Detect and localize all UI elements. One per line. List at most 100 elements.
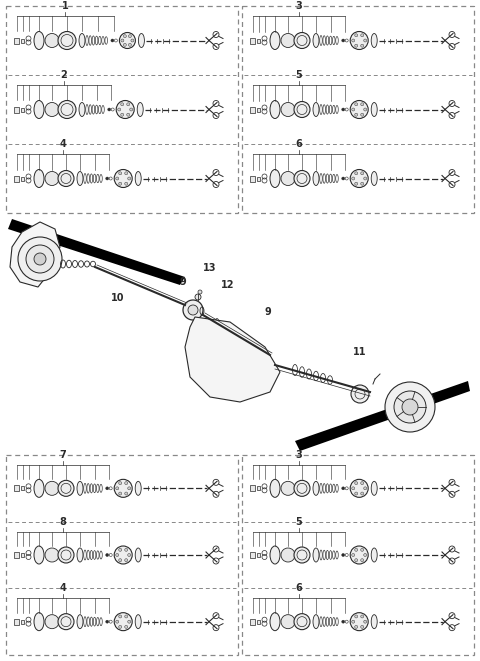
Circle shape [364, 487, 367, 490]
Circle shape [114, 546, 132, 564]
Circle shape [120, 113, 124, 116]
Text: 7: 7 [59, 450, 66, 460]
Circle shape [355, 34, 358, 37]
Circle shape [58, 100, 76, 118]
Ellipse shape [371, 102, 377, 116]
Circle shape [281, 615, 295, 629]
Circle shape [294, 547, 310, 563]
Ellipse shape [34, 169, 44, 188]
Circle shape [121, 39, 124, 42]
Circle shape [350, 169, 368, 188]
Circle shape [128, 487, 131, 490]
Circle shape [58, 613, 74, 630]
Circle shape [360, 615, 364, 618]
Ellipse shape [270, 32, 280, 50]
Circle shape [385, 382, 435, 432]
Circle shape [360, 44, 364, 47]
Ellipse shape [270, 100, 280, 118]
Circle shape [127, 113, 130, 116]
Circle shape [352, 553, 355, 557]
Circle shape [355, 113, 358, 116]
Circle shape [355, 103, 358, 106]
Circle shape [352, 39, 355, 42]
Text: 9: 9 [180, 277, 186, 287]
Circle shape [281, 102, 295, 116]
Circle shape [355, 172, 358, 175]
Circle shape [125, 182, 128, 185]
Bar [14, 106, 19, 112]
Circle shape [123, 44, 126, 46]
Circle shape [45, 615, 59, 629]
Circle shape [364, 108, 367, 111]
Bar [14, 38, 19, 44]
Circle shape [402, 399, 418, 415]
Circle shape [111, 39, 114, 42]
Circle shape [119, 492, 122, 495]
Bar [21, 486, 24, 490]
Text: 2: 2 [60, 70, 67, 80]
Text: 9: 9 [264, 307, 271, 317]
Circle shape [45, 481, 59, 495]
Ellipse shape [34, 32, 44, 50]
Ellipse shape [270, 479, 280, 497]
Circle shape [116, 100, 134, 118]
Circle shape [360, 172, 364, 175]
Ellipse shape [313, 548, 319, 562]
Bar [250, 485, 255, 491]
Bar [257, 176, 260, 180]
Circle shape [34, 253, 46, 265]
Circle shape [355, 615, 358, 618]
Polygon shape [8, 219, 185, 285]
Text: 6: 6 [295, 139, 302, 149]
Circle shape [116, 553, 119, 557]
Circle shape [129, 44, 132, 46]
Text: 10: 10 [111, 293, 125, 303]
Bar [14, 552, 19, 558]
Ellipse shape [79, 102, 85, 116]
Circle shape [364, 620, 367, 623]
Circle shape [350, 479, 368, 497]
Bar [257, 486, 260, 490]
Circle shape [360, 492, 364, 495]
Circle shape [342, 553, 345, 557]
Circle shape [114, 479, 132, 497]
Circle shape [364, 553, 367, 557]
Circle shape [350, 546, 368, 564]
Ellipse shape [34, 100, 44, 118]
Circle shape [352, 108, 355, 111]
Circle shape [120, 32, 135, 48]
Circle shape [281, 34, 295, 48]
Ellipse shape [313, 615, 319, 629]
Circle shape [294, 102, 310, 118]
Circle shape [294, 32, 310, 48]
Circle shape [106, 553, 108, 557]
Circle shape [45, 34, 59, 48]
Circle shape [125, 172, 128, 175]
Circle shape [294, 171, 310, 186]
Circle shape [108, 108, 111, 111]
Circle shape [360, 182, 364, 185]
Circle shape [116, 620, 119, 623]
Circle shape [360, 549, 364, 551]
Polygon shape [295, 381, 470, 451]
Bar [21, 108, 24, 112]
Ellipse shape [371, 481, 377, 495]
Circle shape [131, 39, 134, 42]
Circle shape [125, 549, 128, 551]
Bar [250, 176, 255, 182]
Ellipse shape [34, 546, 44, 564]
Circle shape [355, 492, 358, 495]
Circle shape [120, 103, 124, 106]
Ellipse shape [313, 34, 319, 48]
Ellipse shape [371, 171, 377, 186]
Circle shape [350, 32, 368, 50]
Bar [21, 553, 24, 557]
Circle shape [119, 172, 122, 175]
Text: 3: 3 [295, 1, 302, 11]
Bar [250, 552, 255, 558]
Ellipse shape [313, 171, 319, 186]
Circle shape [281, 548, 295, 562]
Ellipse shape [79, 34, 85, 48]
Text: 4: 4 [59, 139, 66, 149]
Circle shape [119, 625, 122, 629]
